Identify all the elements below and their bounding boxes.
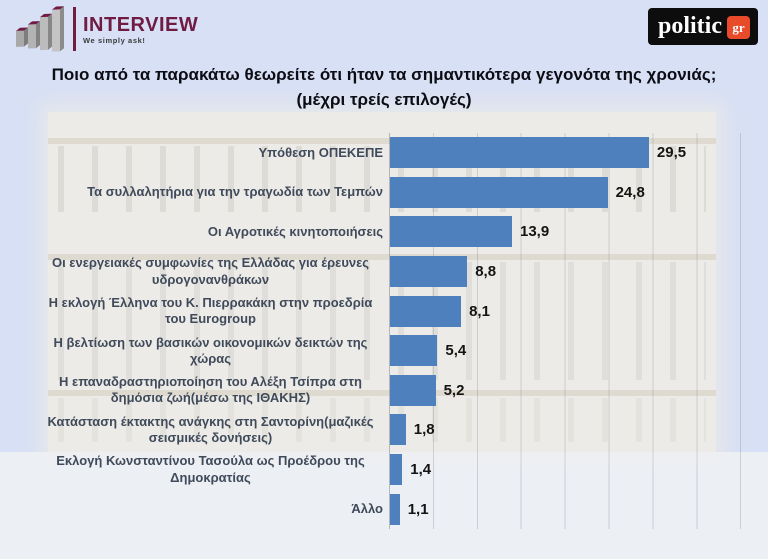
bar — [390, 295, 462, 327]
bar — [390, 454, 403, 486]
value-label: 8,8 — [475, 263, 497, 281]
interview-tagline: We simply ask! — [83, 35, 146, 45]
politic-gr-badge: gr — [727, 16, 750, 39]
bar — [390, 176, 608, 208]
category-label: Η επαναδραστηριοποίηση του Αλέξη Τσίπρα … — [59, 374, 362, 406]
title-line-1: Ποιο από τα παρακάτω θεωρείτε ότι ήταν τ… — [51, 65, 717, 84]
value-label: 29,5 — [656, 144, 687, 162]
category-label: Τα συλλαλητήρια για την τραγωδία των Τεμ… — [87, 184, 383, 200]
politic-logo-text: politic — [658, 12, 722, 39]
chart-row: Εκλογή Κωνσταντίνου Τασούλα ως Προέδρου … — [24, 450, 750, 490]
value-label: 5,4 — [445, 342, 467, 360]
chart-row: Η βελτίωση των βασικών οικονομικών δεικτ… — [24, 331, 750, 371]
chart-row: Η εκλογή Έλληνα του Κ. Πιερρακάκη στην π… — [24, 291, 750, 331]
bar — [390, 137, 649, 169]
bar — [390, 256, 468, 288]
interview-logo: INTERVIEW We simply ask! — [14, 5, 198, 53]
value-label: 1,1 — [407, 500, 429, 518]
category-label: Άλλο — [351, 501, 383, 517]
chart-rows: Υπόθεση ΟΠΕΚΕΠΕ 29,5 Τα συλλαλητήρια για τ… — [24, 133, 750, 529]
chart-row: Υπόθεση ΟΠΕΚΕΠΕ 29,5 — [24, 133, 750, 173]
chart-row: Οι Αγροτικές κινητοποιήσεις 13,9 — [24, 212, 750, 252]
bar — [390, 374, 436, 406]
poll-question-title: Ποιο από τα παρακάτω θεωρείτε ότι ήταν τ… — [0, 63, 768, 112]
bar — [390, 335, 438, 367]
bar-chart: Υπόθεση ΟΠΕΚΕΠΕ 29,5 Τα συλλαλητήρια για τ… — [24, 133, 750, 529]
chart-row: Οι ενεργειακές συμφωνίες της Ελλάδας για… — [24, 252, 750, 292]
value-label: 13,9 — [520, 223, 550, 241]
category-label: Οι Αγροτικές κινητοποιήσεις — [207, 223, 383, 239]
title-line-2: (μέχρι τρείς επιλογές) — [296, 89, 472, 109]
category-label: Κατάσταση έκτακτης ανάγκης στη Σαντορίνη… — [47, 413, 374, 445]
category-label: Η βελτίωση των βασικών οικονομικών δεικτ… — [53, 334, 368, 366]
value-label: 24,8 — [615, 183, 645, 201]
value-label: 1,4 — [410, 461, 432, 479]
interview-logo-text: INTERVIEW — [83, 13, 199, 36]
category-label: Υπόθεση ΟΠΕΚΕΠΕ — [258, 144, 384, 160]
politic-logo: politic gr — [648, 8, 758, 45]
chart-row: Τα συλλαλητήρια για την τραγωδία των Τεμ… — [24, 173, 750, 213]
value-label: 5,2 — [443, 381, 465, 399]
value-label: 1,8 — [413, 421, 435, 439]
category-label: Εκλογή Κωνσταντίνου Τασούλα ως Προέδρου … — [56, 453, 365, 485]
category-label: Η εκλογή Έλληνα του Κ. Πιερρακάκη στην π… — [48, 294, 373, 327]
bar — [390, 414, 406, 446]
header: INTERVIEW We simply ask! politic gr — [0, 0, 768, 58]
ascending-3d-bars-icon — [14, 5, 66, 53]
bar — [390, 493, 400, 525]
bar — [390, 216, 512, 248]
chart-row: Η επαναδραστηριοποίηση του Αλέξη Τσίπρα … — [24, 371, 750, 411]
value-label: 8,1 — [469, 302, 490, 320]
logo-divider — [73, 7, 76, 51]
category-label: Οι ενεργειακές συμφωνίες της Ελλάδας για… — [51, 255, 370, 287]
chart-row: Άλλο 1,1 — [24, 489, 750, 529]
chart-row: Κατάσταση έκτακτης ανάγκης στη Σαντορίνη… — [24, 410, 750, 450]
